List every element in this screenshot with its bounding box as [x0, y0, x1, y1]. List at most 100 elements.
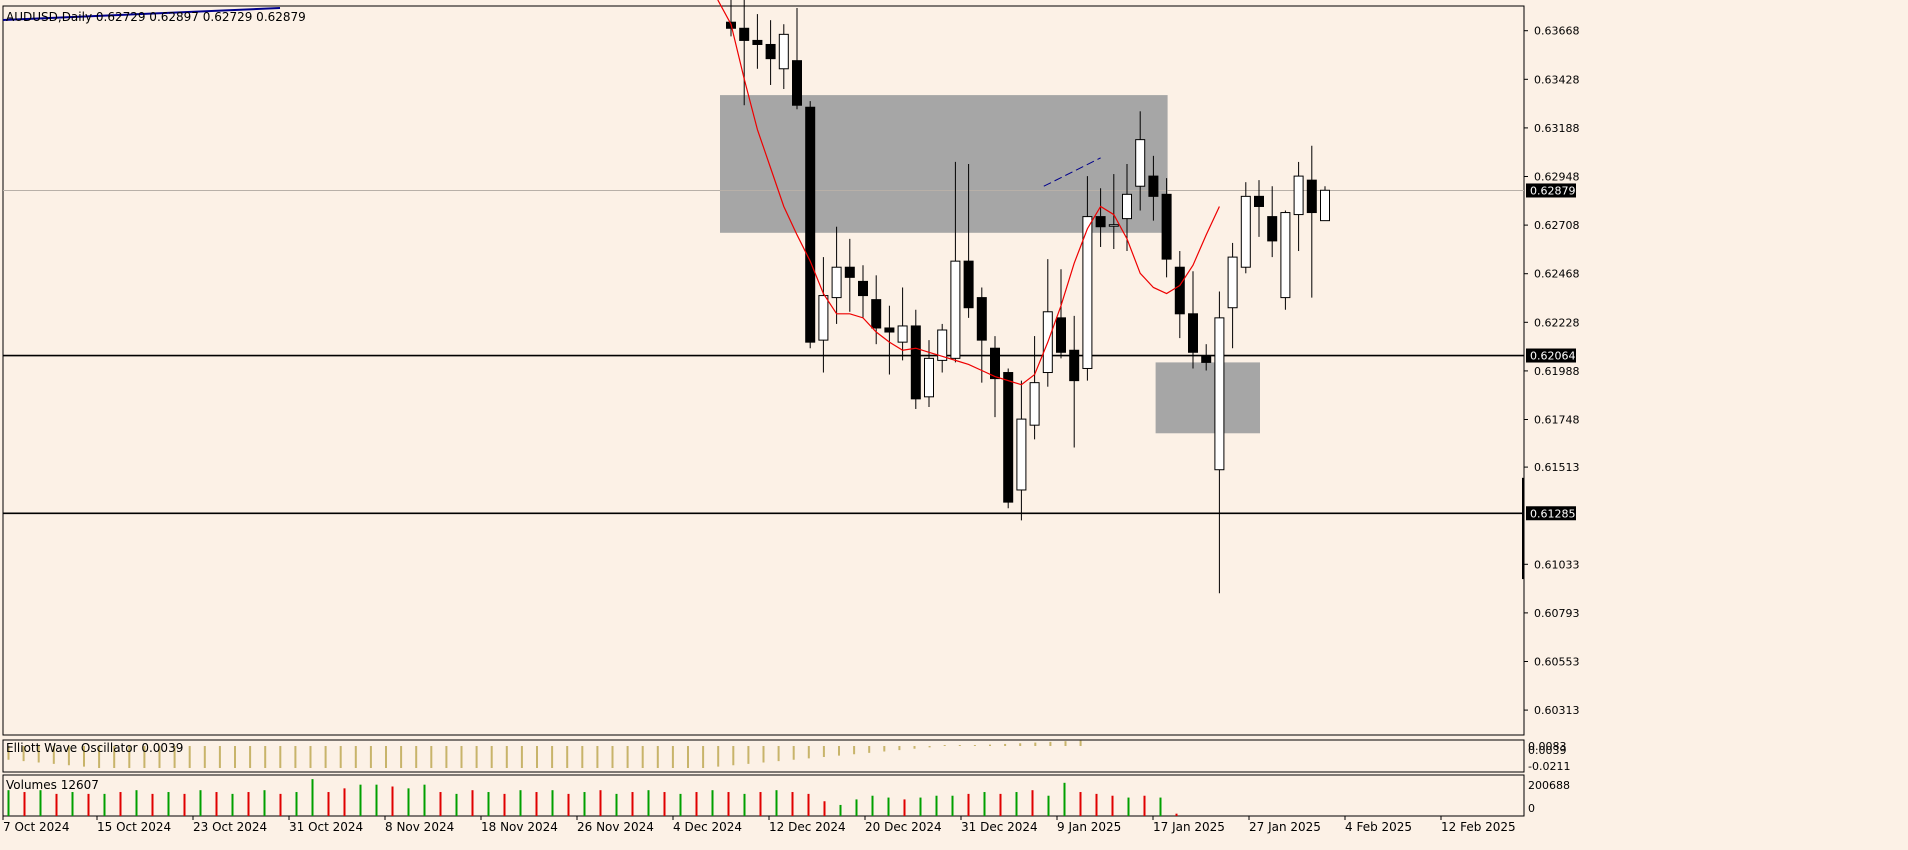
volume-bar — [231, 793, 234, 816]
ewo-bar — [581, 746, 584, 768]
date-axis-label: 4 Dec 2024 — [673, 820, 742, 834]
candle-body[interactable] — [1306, 179, 1317, 214]
candle-body[interactable] — [831, 266, 842, 299]
candle-body[interactable] — [805, 106, 816, 343]
candle-body[interactable] — [910, 325, 921, 400]
candle-body[interactable] — [844, 266, 855, 278]
ewo-bar — [520, 746, 523, 768]
price-tag-label: 0.62879 — [1530, 184, 1576, 197]
candle-body[interactable] — [1227, 256, 1238, 309]
candle-body[interactable] — [1293, 175, 1304, 216]
candle-body[interactable] — [1029, 382, 1040, 426]
ewo-bar — [83, 746, 85, 767]
chart-header-label: AUDUSD,Daily 0.62729 0.62897 0.62729 0.6… — [6, 10, 306, 24]
candle-body[interactable] — [1214, 317, 1225, 471]
candle-body[interactable] — [1320, 189, 1330, 222]
candle-body[interactable] — [1148, 175, 1159, 197]
ewo-bar — [1064, 741, 1067, 746]
volume-bar — [7, 790, 10, 816]
candle-body[interactable] — [1135, 139, 1146, 187]
volume-bar — [711, 790, 714, 816]
candle-body[interactable] — [858, 280, 868, 297]
ewo-bar — [973, 745, 976, 746]
ewo-bar — [732, 746, 735, 766]
price-tag-background — [1526, 348, 1576, 363]
ewo-bar — [22, 746, 25, 762]
candle-body[interactable] — [924, 357, 934, 398]
volume-bar — [407, 788, 410, 816]
candle-body[interactable] — [1280, 212, 1291, 299]
volume-bar — [759, 792, 762, 816]
price-axis-label: 0.60313 — [1534, 704, 1580, 717]
price-tag-label: 0.61285 — [1530, 507, 1576, 520]
volume-bar — [855, 799, 858, 816]
candle-body[interactable] — [818, 295, 829, 341]
date-axis-label: 18 Nov 2024 — [481, 820, 558, 834]
ewo-bar — [324, 746, 327, 768]
supply-demand-zone — [1155, 362, 1260, 434]
candle-body[interactable] — [884, 327, 895, 333]
volume-bar — [135, 790, 138, 816]
candle-body[interactable] — [1122, 193, 1132, 220]
ewo-bar — [460, 746, 463, 768]
ewo-bar — [430, 746, 433, 768]
ewo-bar — [868, 746, 871, 753]
price-axis-label: 0.62948 — [1534, 171, 1580, 184]
candle-body[interactable] — [897, 325, 908, 343]
volume-bar — [599, 790, 602, 816]
volume-bar — [455, 793, 458, 816]
date-axis-label: 31 Oct 2024 — [289, 820, 363, 834]
candle-body[interactable] — [990, 347, 1000, 380]
candle-body[interactable] — [1082, 216, 1093, 369]
candle-body[interactable] — [792, 60, 802, 106]
top-left-trend-line[interactable] — [2, 7, 281, 21]
candle-body[interactable] — [1016, 418, 1027, 491]
candle-body[interactable] — [950, 260, 961, 359]
candle-body[interactable] — [937, 329, 948, 361]
candle-body[interactable] — [1108, 224, 1119, 227]
ewo-bar — [702, 746, 705, 768]
candle-body[interactable] — [871, 299, 882, 329]
volume-bar — [439, 792, 442, 816]
ewo-bar — [415, 746, 418, 768]
candle-body[interactable] — [963, 260, 974, 309]
candle-body[interactable] — [1056, 317, 1066, 353]
candle-body[interactable] — [1240, 195, 1251, 268]
candle-body[interactable] — [778, 33, 789, 70]
volume-bar — [839, 804, 842, 816]
volume-bar — [103, 793, 106, 816]
trend-segment-line[interactable] — [1043, 157, 1101, 187]
ewo-bar — [279, 746, 282, 768]
ewo-bar — [173, 746, 176, 768]
ewo-bar — [943, 745, 946, 746]
candle-body[interactable] — [1095, 216, 1106, 228]
candle-body[interactable] — [1188, 313, 1198, 353]
volume-bar — [823, 801, 826, 816]
candle-body[interactable] — [1254, 195, 1264, 207]
candle-body[interactable] — [739, 27, 750, 41]
candle-body[interactable] — [1201, 355, 1212, 363]
ewo-bar — [883, 746, 886, 752]
ewo-bar — [67, 746, 70, 766]
date-axis-label: 20 Dec 2024 — [865, 820, 942, 834]
candle-body[interactable] — [1267, 216, 1278, 242]
candle-body[interactable] — [752, 39, 763, 45]
ewo-bar — [1019, 743, 1022, 746]
candle-body[interactable] — [1161, 193, 1172, 260]
price-axis-label: 0.63668 — [1534, 25, 1580, 38]
ewo-bar — [354, 746, 357, 768]
candle-body[interactable] — [1069, 349, 1080, 382]
price-axis-label: 0.63428 — [1534, 73, 1580, 86]
ewo-bar — [445, 746, 448, 768]
date-axis-label: 26 Nov 2024 — [577, 820, 654, 834]
candle-body[interactable] — [976, 297, 987, 341]
date-axis-label: 12 Feb 2025 — [1441, 820, 1516, 834]
candle-body[interactable] — [1003, 372, 1014, 503]
volume-bar — [1031, 790, 1034, 816]
ewo-bar — [1034, 742, 1037, 746]
candle-body[interactable] — [765, 43, 776, 60]
candle-body[interactable] — [1174, 266, 1185, 315]
volume-bar — [951, 795, 954, 816]
